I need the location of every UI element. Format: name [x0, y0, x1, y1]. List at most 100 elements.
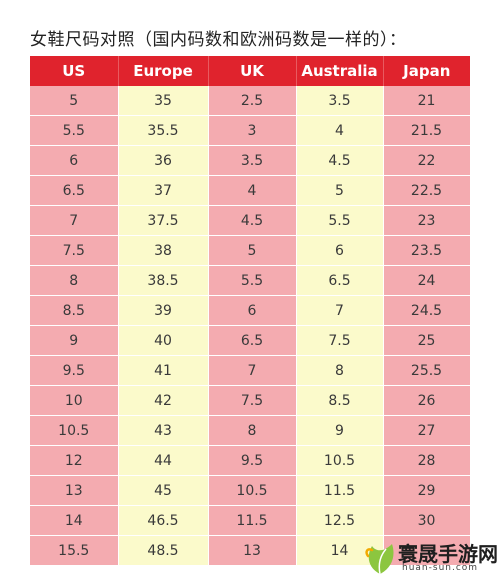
cell-japan: 28 [383, 445, 471, 476]
cell-us: 5.5 [30, 115, 119, 146]
cell-us: 10.5 [30, 415, 119, 446]
cell-uk: 6.5 [208, 325, 297, 356]
leaf-logo-icon [365, 544, 394, 575]
cell-uk: 5 [208, 235, 297, 266]
column-header-us: US [30, 56, 119, 86]
cell-australia: 5 [296, 175, 384, 206]
table-row: 8.5 39 6 7 24.5 [30, 295, 471, 326]
cell-europe: 45 [118, 475, 209, 506]
cell-uk: 3.5 [208, 145, 297, 176]
cell-uk: 6 [208, 295, 297, 326]
cell-europe: 44 [118, 445, 209, 476]
cell-australia: 5.5 [296, 205, 384, 236]
cell-japan: 23 [383, 205, 471, 236]
column-header-australia: Australia [296, 56, 384, 86]
table-row: 15.5 48.5 13 14 [30, 535, 471, 566]
table-row: 5.5 35.5 3 4 21.5 [30, 115, 471, 146]
cell-japan: 21.5 [383, 115, 471, 146]
cell-japan: 24 [383, 265, 471, 296]
cell-europe: 41 [118, 355, 209, 386]
header-row: US Europe UK Australia Japan [30, 56, 470, 86]
cell-europe: 35 [118, 86, 209, 116]
cell-uk: 5.5 [208, 265, 297, 296]
table-row: 13 45 10.5 11.5 29 [30, 475, 471, 506]
cell-japan: 27 [383, 415, 471, 446]
cell-japan: 23.5 [383, 235, 471, 266]
cell-us: 8.5 [30, 295, 119, 326]
cell-us: 12 [30, 445, 119, 476]
cell-uk: 9.5 [208, 445, 297, 476]
cell-us: 9.5 [30, 355, 119, 386]
table-row: 9.5 41 7 8 25.5 [30, 355, 471, 386]
cell-japan: 26 [383, 385, 471, 416]
cell-us: 7 [30, 205, 119, 236]
table-row: 6.5 37 4 5 22.5 [30, 175, 471, 206]
table-row: 7 37.5 4.5 5.5 23 [30, 205, 471, 236]
cell-europe: 38.5 [118, 265, 209, 296]
column-header-uk: UK [208, 56, 297, 86]
table-row: 14 46.5 11.5 12.5 30 [30, 505, 471, 536]
cell-us: 10 [30, 385, 119, 416]
cell-europe: 35.5 [118, 115, 209, 146]
table-row: 8 38.5 5.5 6.5 24 [30, 265, 471, 296]
cell-australia: 3.5 [296, 86, 384, 116]
cell-europe: 43 [118, 415, 209, 446]
cell-us: 14 [30, 505, 119, 536]
cell-japan: 22.5 [383, 175, 471, 206]
table-row: 12 44 9.5 10.5 28 [30, 445, 471, 476]
cell-australia: 8 [296, 355, 384, 386]
cell-australia: 11.5 [296, 475, 384, 506]
cell-europe: 39 [118, 295, 209, 326]
cell-europe: 42 [118, 385, 209, 416]
cell-us: 5 [30, 86, 119, 116]
cell-japan: 22 [383, 145, 471, 176]
cell-japan: 25.5 [383, 355, 471, 386]
cell-us: 15.5 [30, 535, 119, 566]
cell-japan [383, 535, 471, 566]
cell-uk: 3 [208, 115, 297, 146]
cell-europe: 48.5 [118, 535, 209, 566]
cell-europe: 37.5 [118, 205, 209, 236]
cell-australia: 4 [296, 115, 384, 146]
cell-japan: 25 [383, 325, 471, 356]
cell-us: 9 [30, 325, 119, 356]
cell-uk: 4 [208, 175, 297, 206]
cell-uk: 13 [208, 535, 297, 566]
cell-us: 7.5 [30, 235, 119, 266]
table-row: 9 40 6.5 7.5 25 [30, 325, 471, 356]
cell-uk: 4.5 [208, 205, 297, 236]
cell-uk: 2.5 [208, 86, 297, 116]
cell-europe: 37 [118, 175, 209, 206]
site-watermark: 寰晟手游网 huan-sun.com [362, 536, 498, 578]
cell-australia: 9 [296, 415, 384, 446]
cell-europe: 38 [118, 235, 209, 266]
table-row: 6 36 3.5 4.5 22 [30, 145, 471, 176]
cell-uk: 7 [208, 355, 297, 386]
cell-australia: 7 [296, 295, 384, 326]
column-header-europe: Europe [118, 56, 209, 86]
cell-us: 8 [30, 265, 119, 296]
cell-japan: 21 [383, 86, 471, 116]
table-row: 7.5 38 5 6 23.5 [30, 235, 471, 266]
size-chart-table: US Europe UK Australia Japan 5 35 2.5 3.5 21… [30, 56, 471, 566]
column-header-japan: Japan [383, 56, 470, 86]
cell-australia: 10.5 [296, 445, 384, 476]
cell-us: 6 [30, 145, 119, 176]
cell-uk: 10.5 [208, 475, 297, 506]
cell-australia: 6 [296, 235, 384, 266]
cell-uk: 8 [208, 415, 297, 446]
table-row: 10 42 7.5 8.5 26 [30, 385, 471, 416]
cell-europe: 40 [118, 325, 209, 356]
cell-us: 6.5 [30, 175, 119, 206]
cell-japan: 24.5 [383, 295, 471, 326]
cell-uk: 11.5 [208, 505, 297, 536]
cell-australia: 7.5 [296, 325, 384, 356]
cell-australia: 6.5 [296, 265, 384, 296]
table-row: 10.5 43 8 9 27 [30, 415, 471, 446]
page-title: 女鞋尺码对照（国内码数和欧洲码数是一样的）： [30, 30, 407, 50]
watermark-domain: huan-sun.com [402, 563, 479, 573]
cell-japan: 30 [383, 505, 471, 536]
cell-australia: 4.5 [296, 145, 384, 176]
cell-europe: 46.5 [118, 505, 209, 536]
table-row: 5 35 2.5 3.5 21 [30, 86, 471, 116]
